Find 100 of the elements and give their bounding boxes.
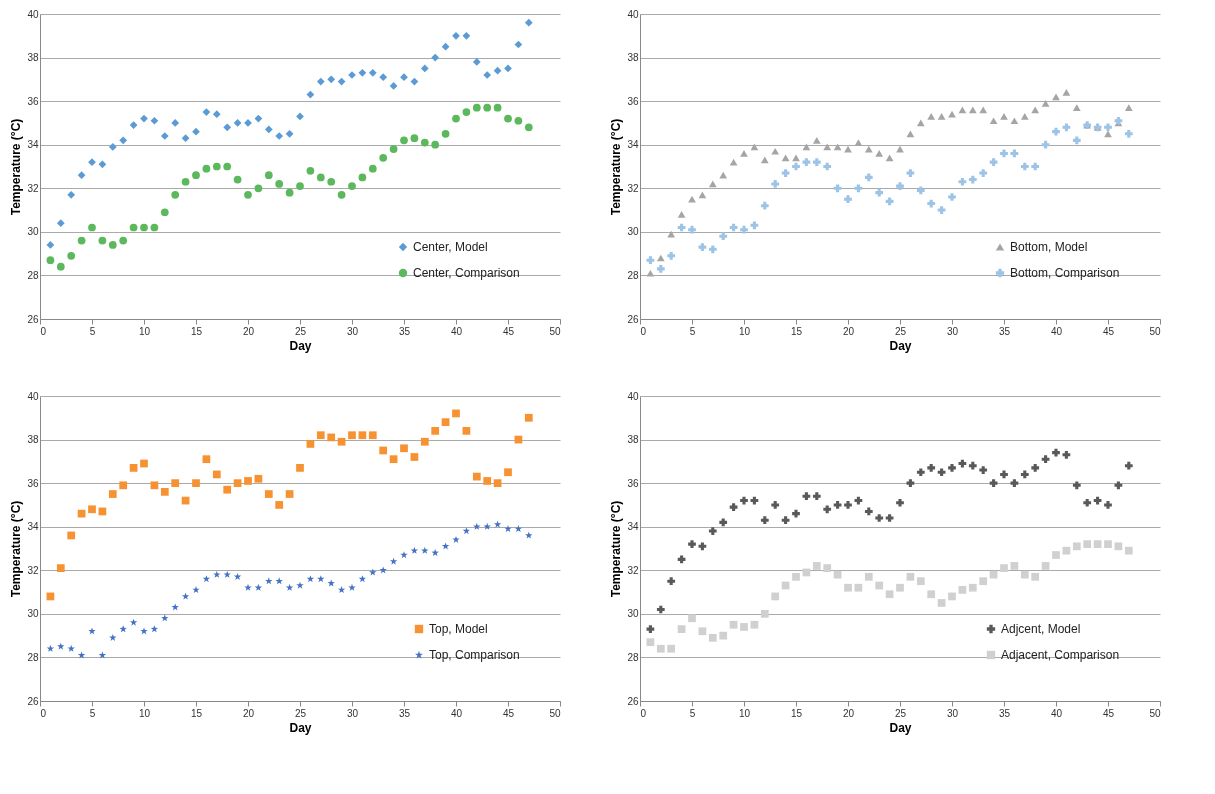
y-tick-label: 32	[627, 564, 639, 576]
point	[958, 586, 967, 594]
legend-label: Center, Model	[413, 240, 488, 254]
point	[129, 223, 138, 232]
point	[948, 592, 956, 601]
point	[1072, 136, 1081, 145]
point	[379, 153, 388, 162]
point	[296, 581, 304, 589]
point	[316, 77, 325, 86]
point	[1104, 130, 1112, 138]
point	[67, 644, 75, 652]
point	[77, 236, 86, 245]
point	[296, 112, 304, 121]
point	[989, 117, 998, 125]
point	[906, 479, 915, 488]
point	[1041, 562, 1050, 570]
point	[1020, 113, 1029, 120]
point	[1020, 470, 1029, 479]
y-tick-label: 30	[627, 226, 639, 238]
y-tick-label: 32	[27, 182, 39, 194]
point	[483, 522, 491, 530]
point	[160, 132, 169, 140]
y-tick-label: 36	[627, 95, 639, 107]
point	[171, 190, 180, 199]
point	[906, 572, 915, 581]
x-axis-title: Day	[889, 338, 912, 353]
point	[244, 477, 252, 485]
point	[989, 479, 998, 488]
point	[1041, 99, 1050, 107]
point	[431, 426, 440, 435]
point	[719, 232, 728, 241]
point	[285, 129, 294, 138]
point	[875, 514, 884, 522]
point	[698, 191, 707, 199]
point	[524, 413, 533, 422]
point	[1052, 93, 1060, 101]
point	[369, 568, 377, 576]
x-tick-label: 15	[190, 325, 203, 337]
point	[885, 590, 894, 599]
point	[1104, 501, 1112, 509]
point	[171, 603, 179, 611]
point	[493, 520, 502, 528]
y-tick-label: 40	[27, 390, 39, 402]
point	[129, 464, 138, 472]
x-tick-label: 45	[1102, 707, 1115, 719]
point	[1072, 104, 1081, 112]
point	[473, 522, 481, 530]
x-tick-label: 25	[294, 325, 307, 337]
x-tick-label: 15	[190, 707, 203, 719]
point	[1124, 461, 1133, 470]
point	[316, 431, 325, 440]
point	[677, 625, 686, 633]
x-tick-label: 20	[842, 707, 855, 719]
point	[327, 433, 336, 442]
point	[937, 468, 946, 477]
point	[792, 154, 800, 162]
point	[389, 557, 398, 565]
y-tick-label: 34	[627, 139, 639, 151]
x-tick-label: 50	[549, 325, 561, 337]
point	[729, 503, 738, 511]
point	[400, 136, 408, 145]
point	[1020, 162, 1029, 171]
point	[441, 542, 450, 550]
point	[285, 490, 294, 498]
x-tick-label: 30	[946, 707, 959, 719]
point	[88, 223, 96, 232]
y-tick-label: 28	[627, 269, 639, 281]
y-axis-title: Temperature (°C)	[9, 500, 24, 598]
point	[1114, 542, 1123, 551]
y-tick-label: 36	[27, 95, 39, 107]
point	[400, 444, 408, 453]
point	[213, 570, 221, 578]
point	[979, 169, 988, 177]
y-tick-label: 26	[27, 313, 39, 325]
y-tick-label: 26	[627, 313, 639, 325]
point	[802, 158, 811, 167]
point	[750, 143, 759, 151]
point	[708, 527, 717, 535]
point	[1010, 562, 1019, 570]
point	[264, 490, 273, 498]
y-tick-label: 32	[27, 564, 39, 576]
x-tick-label: 10	[138, 325, 151, 337]
y-tick-label: 38	[27, 52, 39, 64]
point	[812, 492, 821, 501]
point	[504, 468, 512, 477]
point	[46, 256, 55, 265]
point	[719, 518, 728, 527]
point	[646, 256, 655, 265]
point	[1052, 551, 1060, 559]
point	[504, 114, 512, 123]
point	[812, 137, 821, 144]
point	[400, 551, 408, 559]
point	[108, 143, 117, 151]
point	[244, 583, 252, 591]
point	[854, 184, 863, 193]
x-axis-title: Day	[289, 338, 312, 353]
point	[1072, 542, 1081, 551]
point	[410, 453, 419, 461]
point	[379, 446, 388, 455]
point	[927, 590, 936, 599]
